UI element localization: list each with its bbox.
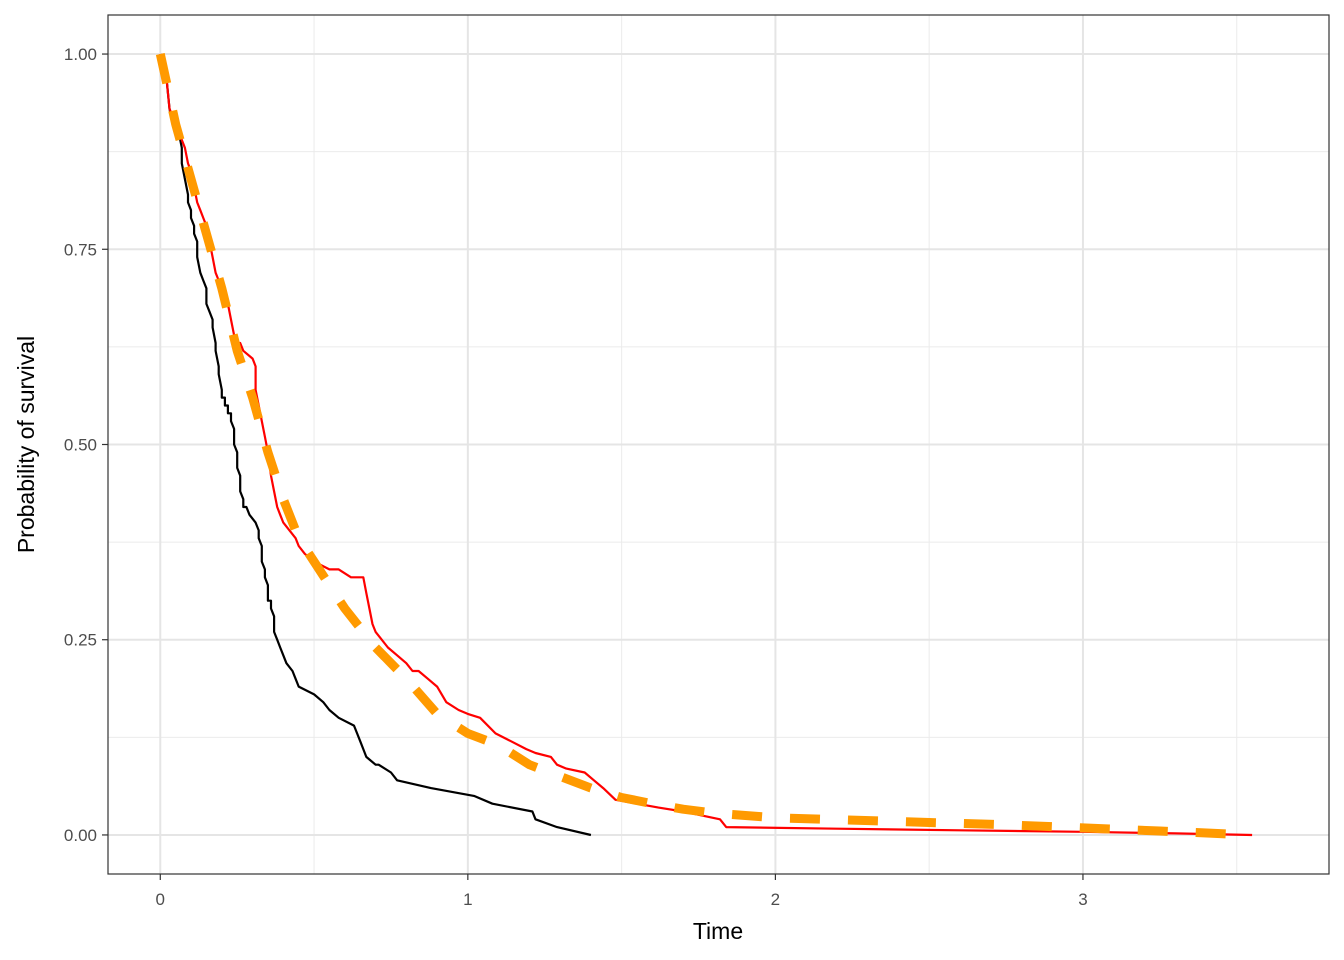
series-layer	[155, 53, 1253, 840]
y-tick-label: 1.00	[64, 45, 97, 64]
x-axis-title: Time	[693, 918, 743, 944]
x-tick-label: 0	[156, 890, 165, 909]
x-tick-label: 2	[771, 890, 780, 909]
axis-ticks	[102, 53, 1084, 880]
x-tick-label: 3	[1078, 890, 1087, 909]
y-tick-label: 0.00	[64, 826, 97, 845]
y-tick-label: 0.75	[64, 240, 97, 259]
x-tick-labels: 0 1 2 3	[156, 890, 1088, 909]
y-tick-labels: 0.00 0.25 0.50 0.75 1.00	[64, 45, 97, 845]
y-tick-label: 0.50	[64, 436, 97, 455]
x-tick-label: 1	[463, 890, 472, 909]
series-line-1	[159, 53, 592, 837]
y-axis-title: Probability of survival	[13, 336, 39, 553]
y-tick-label: 0.25	[64, 631, 97, 650]
series-line-dashed	[155, 53, 1253, 840]
